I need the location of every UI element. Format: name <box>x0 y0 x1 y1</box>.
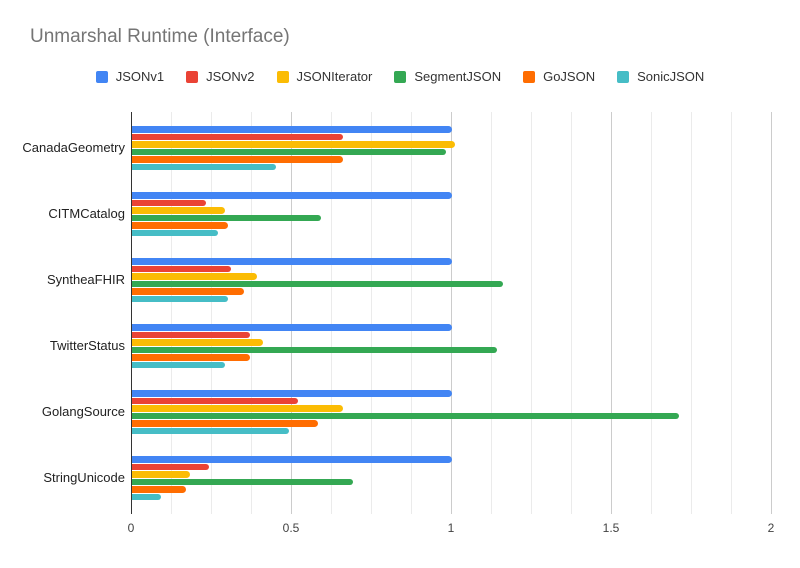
jsonv2-bar <box>132 199 206 206</box>
legend-item-sonicjson: SonicJSON <box>617 70 704 83</box>
gridline <box>491 112 492 514</box>
legend-swatch-icon <box>95 70 108 83</box>
legend-item-jsoniterator: JSONIterator <box>276 69 373 84</box>
jsonv1-bar <box>132 324 452 331</box>
jsoniterator-bar <box>132 471 190 478</box>
x-tick-label: 0 <box>127 521 135 535</box>
segmentjson-bar <box>132 346 497 353</box>
chart-title: Unmarshal Runtime (Interface) <box>30 26 290 47</box>
legend-swatch-icon <box>394 70 407 83</box>
jsoniterator-bar <box>132 207 225 214</box>
segmentjson-bar <box>132 280 504 287</box>
jsoniterator-bar <box>132 273 257 280</box>
gridline <box>171 112 172 514</box>
legend-label: JSONv2 <box>206 69 255 84</box>
jsonv2-bar <box>132 265 232 272</box>
category-label: GolangSource <box>41 404 125 419</box>
jsonv2-bar <box>132 397 299 404</box>
gojson-bar <box>132 222 228 229</box>
legend-item-jsonv1: JSONv1 <box>95 69 165 84</box>
gojson-bar <box>132 354 251 361</box>
sonicjson-bar <box>132 295 228 302</box>
gojson-bar <box>132 420 318 427</box>
gridline <box>531 112 532 514</box>
jsonv1-bar <box>132 126 452 133</box>
gridline <box>211 112 212 514</box>
category-label: CITMCatalog <box>48 206 125 221</box>
x-tick-label: 0.5 <box>282 521 300 535</box>
jsonv1-bar <box>132 390 452 397</box>
legend-label: JSONv1 <box>115 69 165 84</box>
chart-legend: JSONv1 JSONv2 JSONIterator SegmentJSON GoJSO… <box>0 70 800 83</box>
sonicjson-bar <box>132 229 219 236</box>
gridline <box>331 112 332 514</box>
segmentjson-bar <box>132 478 353 485</box>
jsoniterator-bar <box>132 141 456 148</box>
gridline <box>651 112 652 514</box>
legend-item-gojson: GoJSON <box>523 70 595 83</box>
gridline <box>451 112 452 514</box>
sonicjson-bar <box>132 361 225 368</box>
jsonv1-bar <box>132 192 452 199</box>
sonicjson-bar <box>132 427 289 434</box>
category-label: StringUnicode <box>43 470 125 485</box>
gridline <box>571 112 572 514</box>
gojson-bar <box>132 288 244 295</box>
gridline <box>731 112 732 514</box>
jsoniterator-bar <box>132 405 344 412</box>
x-tick-label: 2 <box>767 521 775 535</box>
legend-label: JSONIterator <box>296 69 373 84</box>
x-tick-label: 1 <box>447 521 455 535</box>
sonicjson-bar <box>132 493 161 500</box>
gridline <box>291 112 292 514</box>
jsonv2-bar <box>132 463 209 470</box>
gridline <box>251 112 252 514</box>
gojson-bar <box>132 156 344 163</box>
jsonv1-bar <box>132 456 452 463</box>
segmentjson-bar <box>132 148 446 155</box>
legend-label: GoJSON <box>543 69 596 84</box>
sonicjson-bar <box>132 163 276 170</box>
legend-item-jsonv2: JSONv2 <box>186 69 255 84</box>
legend-swatch-icon <box>617 70 630 83</box>
gridline <box>371 112 372 514</box>
gridline <box>411 112 412 514</box>
gridline <box>611 112 612 514</box>
jsonv2-bar <box>132 331 251 338</box>
x-tick-label: 1.5 <box>602 521 620 535</box>
category-label: CanadaGeometry <box>22 140 125 155</box>
gridline <box>771 112 772 514</box>
segmentjson-bar <box>132 412 680 419</box>
jsoniterator-bar <box>132 339 264 346</box>
category-label: TwitterStatus <box>49 338 125 353</box>
y-axis-line <box>131 112 132 514</box>
legend-item-segmentjson: SegmentJSON <box>394 70 501 83</box>
legend-swatch-icon <box>276 70 289 83</box>
legend-label: SonicJSON <box>637 69 705 84</box>
gojson-bar <box>132 486 187 493</box>
gridline <box>691 112 692 514</box>
legend-swatch-icon <box>186 70 199 83</box>
legend-swatch-icon <box>523 70 536 83</box>
jsonv2-bar <box>132 133 344 140</box>
category-label: SyntheaFHIR <box>46 272 125 287</box>
jsonv1-bar <box>132 258 452 265</box>
legend-label: SegmentJSON <box>414 69 502 84</box>
segmentjson-bar <box>132 214 321 221</box>
